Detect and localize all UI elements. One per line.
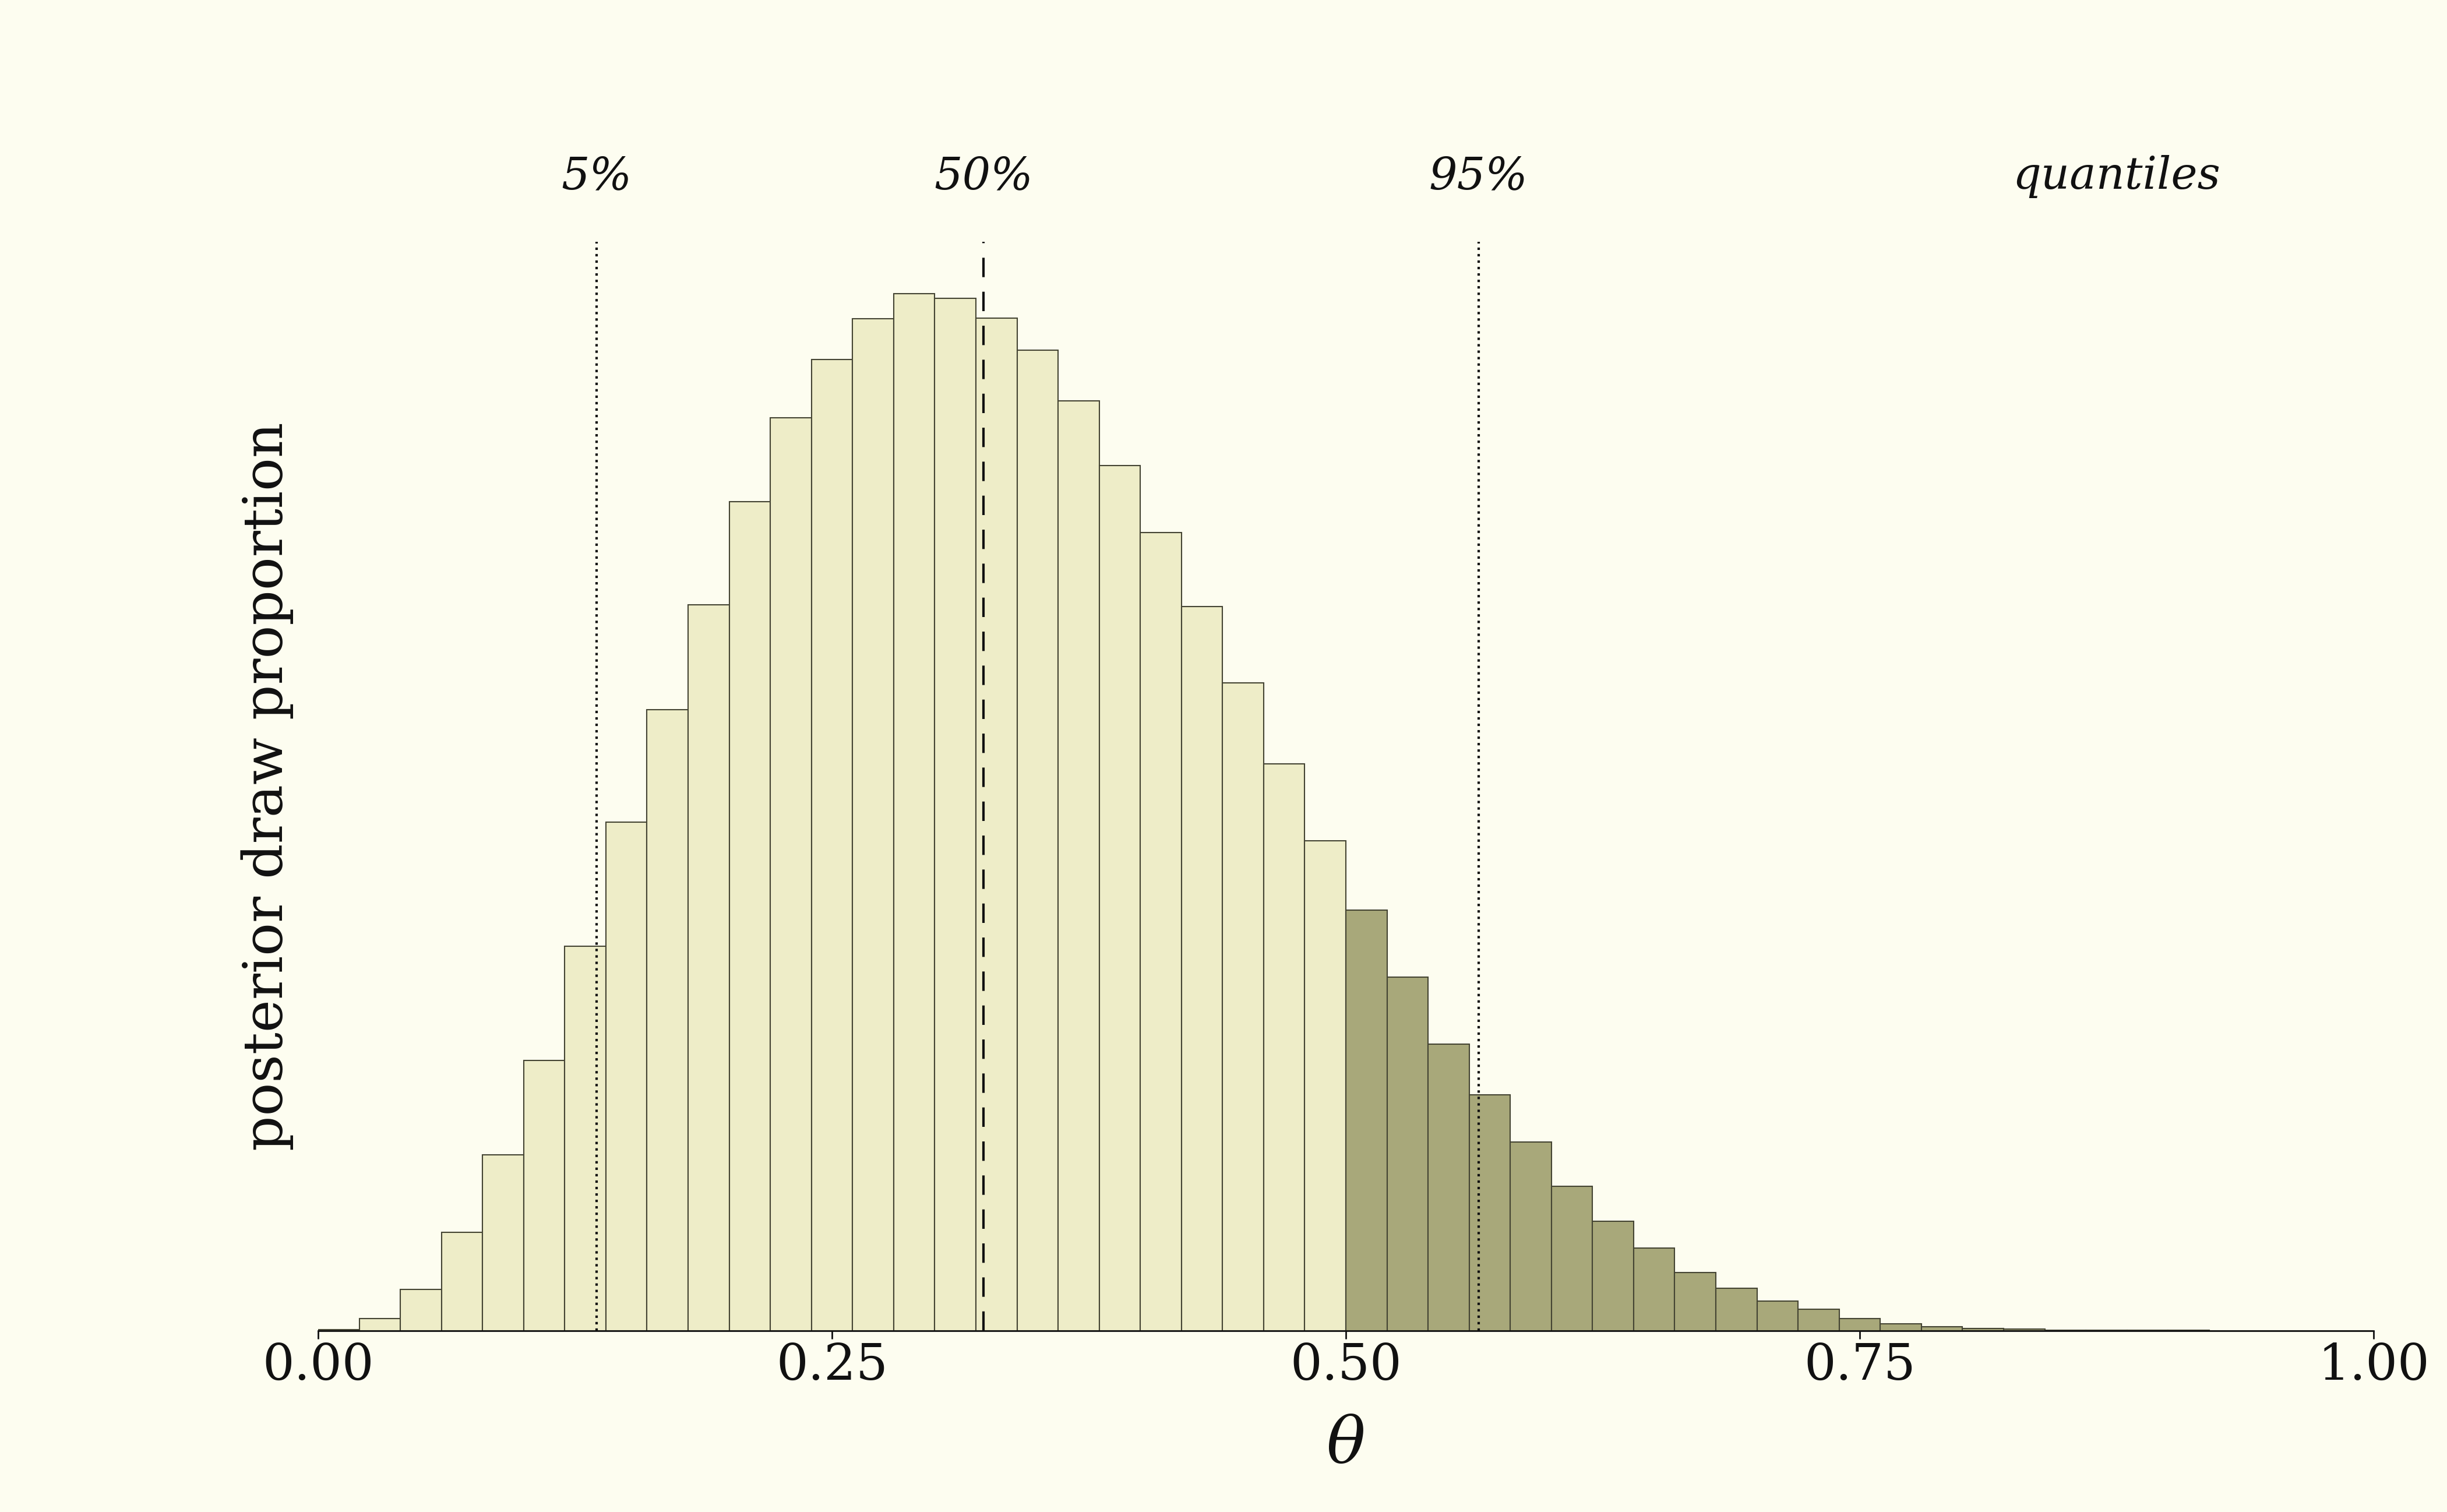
Bar: [482, 1155, 524, 1331]
Bar: [1057, 401, 1099, 1331]
Bar: [1757, 1302, 1799, 1331]
Bar: [1799, 1309, 1840, 1331]
Bar: [565, 947, 607, 1331]
Bar: [1263, 764, 1304, 1331]
Bar: [1429, 1045, 1468, 1331]
Bar: [893, 293, 935, 1331]
Bar: [1304, 841, 1346, 1331]
X-axis label: θ: θ: [1326, 1414, 1365, 1477]
Bar: [1921, 1328, 1962, 1331]
Bar: [1551, 1185, 1593, 1331]
Bar: [1840, 1318, 1879, 1331]
Bar: [1715, 1288, 1757, 1331]
Bar: [729, 502, 771, 1331]
Bar: [812, 360, 852, 1331]
Bar: [688, 605, 729, 1331]
Bar: [1018, 349, 1057, 1331]
Bar: [1674, 1272, 1715, 1331]
Text: 50%: 50%: [935, 156, 1033, 198]
Bar: [1140, 532, 1182, 1331]
Bar: [401, 1290, 440, 1331]
Bar: [1962, 1329, 2004, 1331]
Bar: [524, 1060, 565, 1331]
Bar: [440, 1232, 482, 1331]
Bar: [1879, 1323, 1921, 1331]
Bar: [360, 1318, 401, 1331]
Bar: [852, 319, 893, 1331]
Y-axis label: posterior draw proportion: posterior draw proportion: [242, 422, 294, 1151]
Bar: [1182, 606, 1224, 1331]
Bar: [1099, 466, 1140, 1331]
Bar: [1593, 1222, 1635, 1331]
Text: quantiles: quantiles: [2014, 156, 2219, 198]
Text: 95%: 95%: [1429, 156, 1527, 198]
Bar: [1635, 1249, 1674, 1331]
Bar: [1224, 683, 1263, 1331]
Bar: [1468, 1095, 1510, 1331]
Bar: [1510, 1142, 1551, 1331]
Bar: [935, 298, 976, 1331]
Bar: [1346, 910, 1387, 1331]
Bar: [646, 709, 688, 1331]
Bar: [771, 417, 812, 1331]
Bar: [976, 318, 1018, 1331]
Bar: [607, 823, 646, 1331]
Text: 5%: 5%: [560, 156, 631, 198]
Bar: [1387, 977, 1429, 1331]
